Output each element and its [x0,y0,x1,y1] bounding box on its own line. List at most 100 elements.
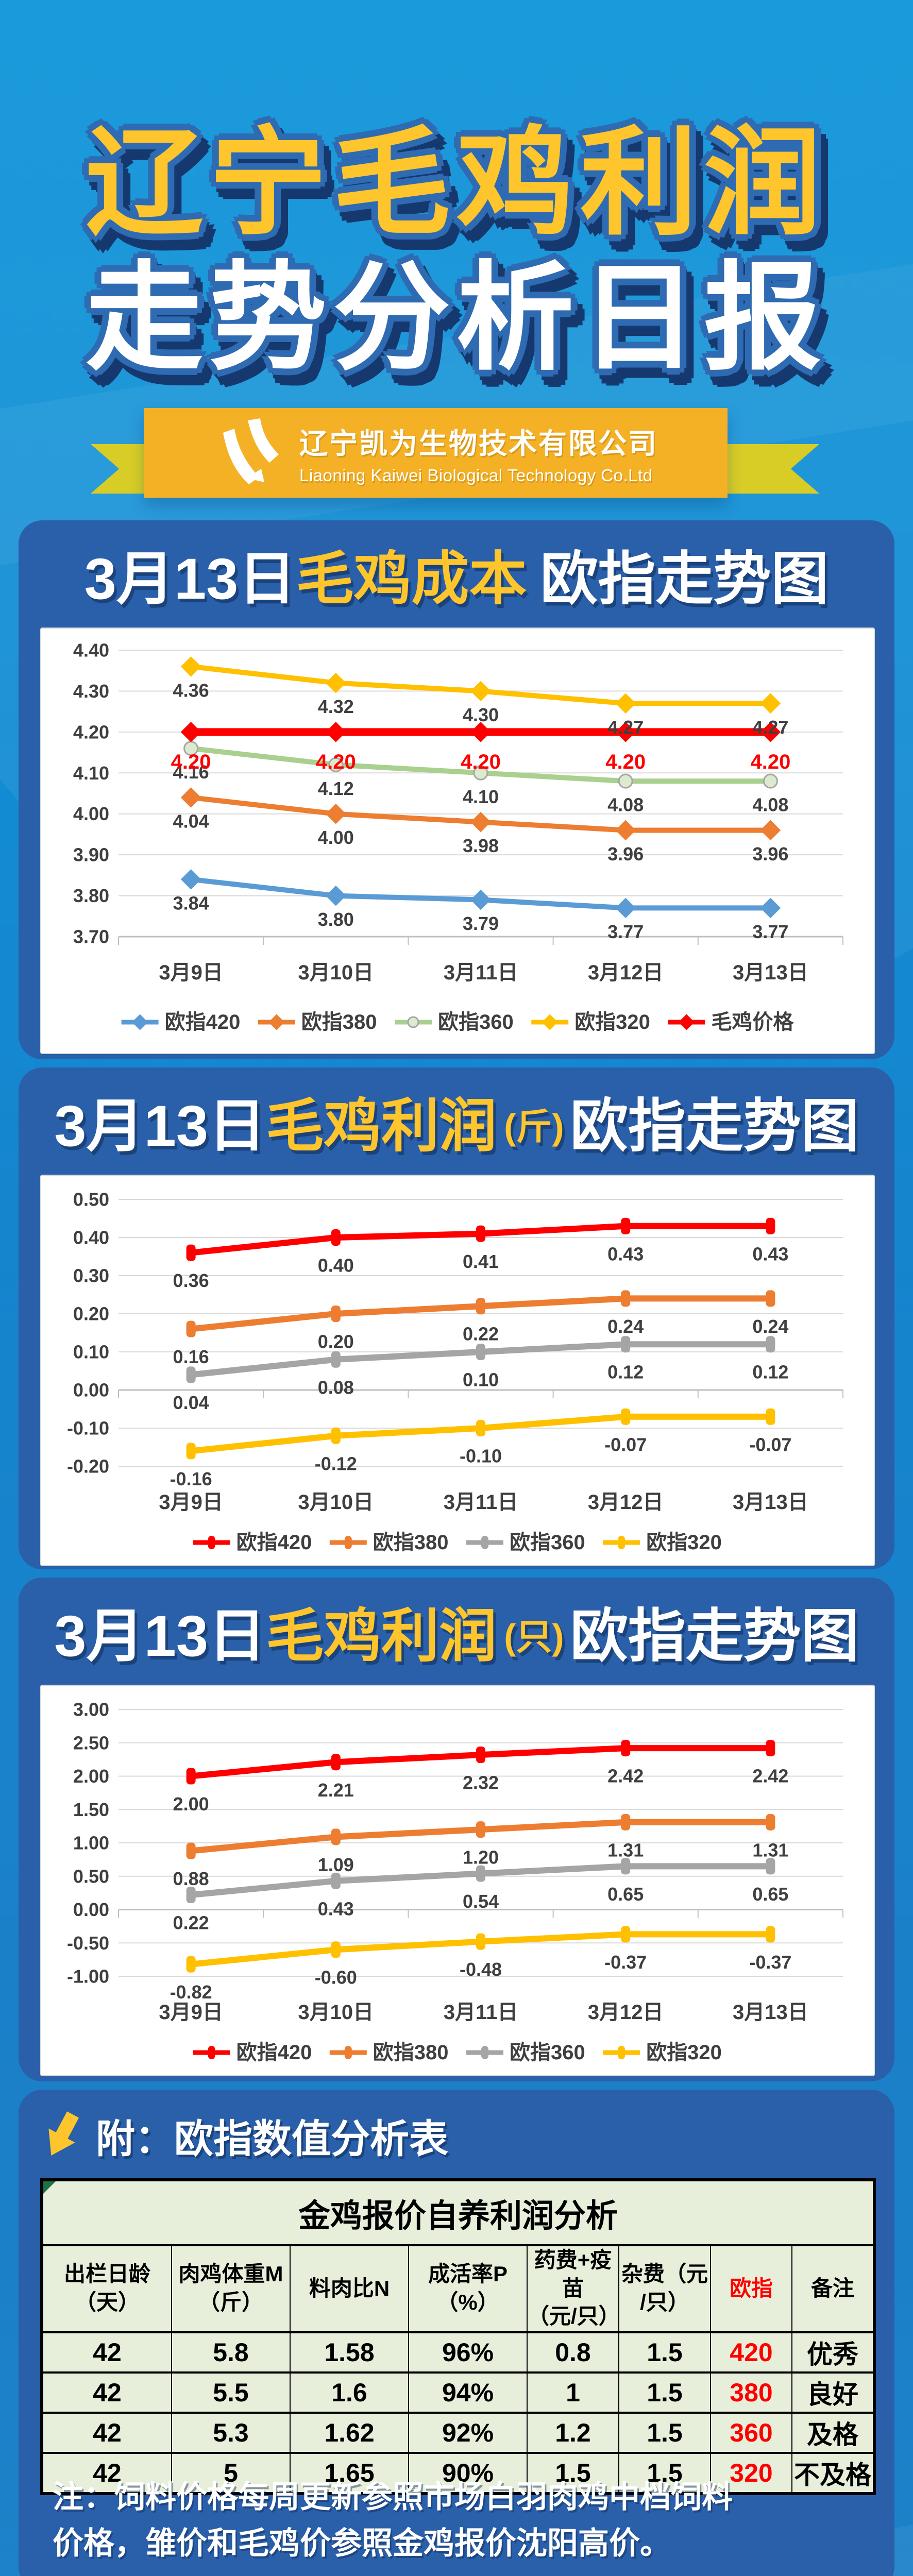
svg-text:0.54: 0.54 [463,1891,499,1912]
svg-text:4.30: 4.30 [463,704,499,725]
svg-text:2.00: 2.00 [73,1766,109,1787]
svg-text:0.40: 0.40 [73,1227,109,1248]
company-names: 辽宁凯为生物技术有限公司 Liaoning Kaiwei Biological … [299,420,658,485]
svg-text:3月13日: 3月13日 [733,961,808,984]
table-cell: 1.6 [290,2371,409,2413]
svg-text:-0.37: -0.37 [749,1952,791,1973]
table-cell: 1.5 [618,2411,711,2453]
svg-text:3月12日: 3月12日 [588,1491,664,1514]
svg-text:0.43: 0.43 [318,1898,354,1919]
svg-text:0.65: 0.65 [752,1884,788,1905]
chart-card-cost: 4.40 4.30 4.20 4.10 4.00 3.90 3.80 3.70 3月9日 3月10… [40,628,875,1054]
table-row: 42 5.8 1.58 96% 0.8 1.5 420 优秀 [41,2331,875,2373]
svg-text:3.98: 3.98 [463,835,499,856]
profit-per-jin-trend-chart: 0.50 0.40 0.30 0.20 0.10 0.00 -0.10 -0.20 3月9日 3月… [67,1189,843,1554]
table-cell: 不及格 [791,2451,875,2494]
table-cell: 1.62 [290,2411,409,2453]
svg-text:3.70: 3.70 [73,926,109,947]
svg-text:欧指360: 欧指360 [510,2041,585,2064]
svg-text:3月10日: 3月10日 [298,961,374,984]
svg-text:-0.60: -0.60 [315,1967,357,1988]
svg-text:欧指320: 欧指320 [646,1531,722,1554]
section-title-suffix: 欧指走势图 [570,1604,859,1668]
table-cell: 1 [527,2371,619,2413]
table-cell: 5.8 [171,2331,291,2373]
svg-text:0.50: 0.50 [73,1866,109,1887]
company-name-cn: 辽宁凯为生物技术有限公司 [299,428,658,460]
table-column-header: 杂费（元 /只） [618,2244,711,2333]
svg-text:1.00: 1.00 [73,1833,109,1854]
svg-text:0.12: 0.12 [607,1362,644,1383]
svg-text:3月11日: 3月11日 [444,1491,518,1514]
svg-text:0.00: 0.00 [73,1380,109,1401]
svg-text:1.50: 1.50 [73,1799,109,1820]
svg-text:-0.50: -0.50 [67,1933,109,1954]
svg-text:3.79: 3.79 [463,913,499,934]
chart-card-profit-jin: 0.50 0.40 0.30 0.20 0.10 0.00 -0.10 -0.20 3月9日 3月… [40,1175,875,1566]
poster-title-line-1: 辽宁毛鸡利润 辽宁毛鸡利润 [0,116,913,259]
note-line-1: 注：饲料价格每周更新参照市场白羽肉鸡中档饲料 [53,2480,733,2514]
svg-text:0.65: 0.65 [607,1884,644,1905]
table-cell: 0.8 [527,2331,619,2373]
section-title-suffix: 欧指走势图 [540,547,829,611]
svg-text:毛鸡价格: 毛鸡价格 [711,1011,794,1033]
svg-text:3.77: 3.77 [752,921,788,942]
table-cell: 1.65 [290,2451,409,2494]
note-line-2: 价格，雏价和毛鸡价参照金鸡报价沈阳高价。 [53,2526,671,2561]
arrow-down-right-icon [48,2111,79,2156]
svg-text:4.20: 4.20 [461,751,501,773]
svg-text:0.40: 0.40 [318,1255,354,1276]
table-cell: 94% [408,2371,528,2413]
poster-title-line-2: 走势分析日报 走势分析日报 [0,251,913,394]
company-banner: 辽宁凯为生物技术有限公司 Liaoning Kaiwei Biological … [0,407,913,526]
svg-text:-0.48: -0.48 [460,1959,502,1980]
svg-text:3月11日: 3月11日 [444,2001,518,2024]
company-banner-plate: 辽宁凯为生物技术有限公司 Liaoning Kaiwei Biological … [144,408,728,498]
section-title-suffix: 欧指走势图 [570,1094,859,1158]
svg-text:-0.12: -0.12 [315,1453,357,1474]
svg-text:3月11日: 3月11日 [444,961,518,984]
svg-text:-1.00: -1.00 [67,1966,109,1987]
svg-text:0.88: 0.88 [173,1868,209,1889]
svg-text:4.00: 4.00 [73,803,109,824]
company-name-en: Liaoning Kaiwei Biological Technology Co… [299,466,653,485]
table-column-header: 出栏日龄 （天） [41,2244,172,2333]
svg-text:2.42: 2.42 [607,1766,644,1787]
table-row: 42 5 1.65 90% 1.5 1.5 320 不及格 [41,2451,875,2494]
section-title-highlight: 毛鸡成本 [296,547,527,611]
table-cell: 320 [710,2451,792,2494]
section-profit-per-bird-chart: 3月13日 毛鸡利润 (只) 欧指走势图 3.00 2.50 2.00 1.50 1.00 0.… [19,1578,894,2081]
section-title-unit: (斤) [504,1106,564,1147]
excel-corner-artifact [43,2181,56,2194]
table-cell: 420 [710,2331,792,2373]
ribbon-tail-right [728,444,819,494]
svg-text:2.50: 2.50 [73,1732,109,1753]
svg-text:4.10: 4.10 [463,786,499,807]
svg-text:4.30: 4.30 [73,681,109,702]
note-block: 注：饲料价格每周更新参照市场白羽肉鸡中档饲料 价格，雏价和毛鸡价参照金鸡报价沈阳… [53,2474,869,2567]
svg-text:3月9日: 3月9日 [159,2001,223,2024]
table-cell: 1.5 [618,2451,711,2494]
svg-text:欧指380: 欧指380 [301,1011,377,1033]
svg-text:4.12: 4.12 [318,778,354,799]
section-title-highlight: 毛鸡利润 [266,1604,497,1668]
attach-title: 附：欧指数值分析表 [96,2117,448,2161]
svg-text:3.80: 3.80 [318,909,354,930]
table-cell: 1.5 [618,2371,711,2413]
svg-text:0.30: 0.30 [73,1265,109,1286]
table-cell: 380 [710,2371,792,2413]
table-cell: 42 [41,2451,172,2494]
svg-text:3月13日: 3月13日 [733,2001,808,2024]
svg-text:4.20: 4.20 [750,751,790,773]
svg-text:1.09: 1.09 [318,1854,354,1875]
svg-text:3.96: 3.96 [607,843,644,865]
profit-per-bird-trend-chart: 3.00 2.50 2.00 1.50 1.00 0.50 0.00 -0.50 -1.00 3月… [67,1699,843,2064]
svg-text:3.84: 3.84 [173,892,209,913]
svg-text:4.16: 4.16 [173,761,209,783]
table-cell: 360 [710,2411,792,2453]
svg-text:3.90: 3.90 [73,844,109,866]
svg-text:4.04: 4.04 [173,810,209,832]
section-analysis-table: 附：欧指数值分析表 金鸡报价自养利润分析 出栏日龄 （天） 肉鸡体重M （斤） 料肉比… [19,2090,894,2576]
svg-text:4.27: 4.27 [607,717,644,738]
